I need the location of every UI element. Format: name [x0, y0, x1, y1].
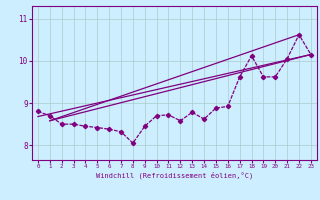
X-axis label: Windchill (Refroidissement éolien,°C): Windchill (Refroidissement éolien,°C) [96, 172, 253, 179]
